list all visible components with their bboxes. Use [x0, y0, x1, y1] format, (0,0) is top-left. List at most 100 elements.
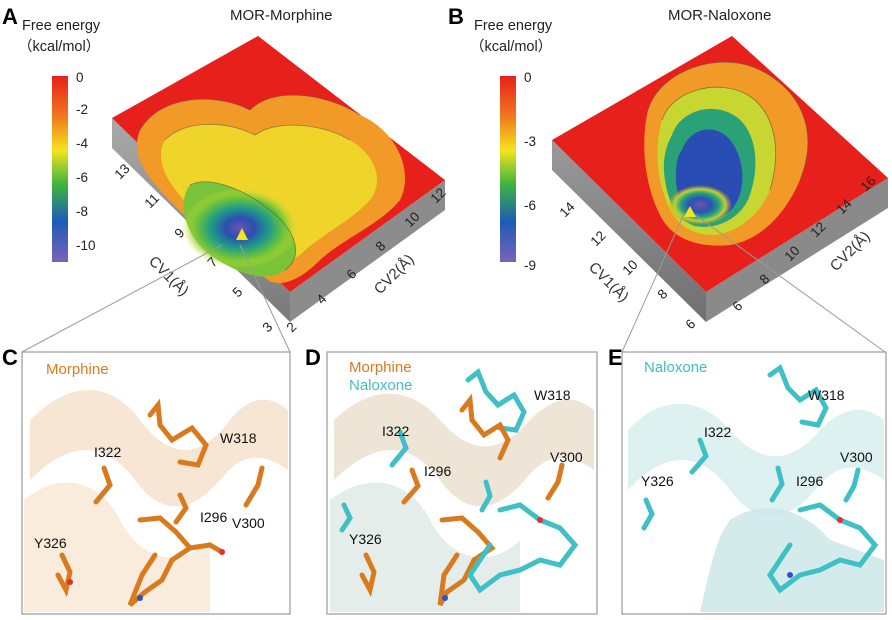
colorbar-a-tick: -8 — [76, 204, 88, 219]
residue-w318-naloxone — [465, 367, 527, 433]
ligand-naloxone-e — [766, 502, 879, 594]
residue-label-v300: V300 — [232, 515, 265, 531]
ligand-label-e: Naloxone — [644, 359, 707, 376]
surface-a-well — [182, 188, 298, 268]
cv1-a-tick: 5 — [230, 284, 246, 300]
residue-i296 — [769, 465, 785, 503]
panel-c: C Morphine W318 I322 I296 V300 Y326 — [2, 345, 291, 615]
residue-label-v300: V300 — [840, 449, 873, 465]
residue-label-y326: Y326 — [34, 535, 67, 551]
colorbar-a — [52, 76, 68, 262]
cv1-b-tick: 12 — [588, 228, 609, 249]
colorbar-b-tick: 0 — [524, 70, 532, 85]
ligand-label-d-morphine: Morphine — [349, 359, 412, 376]
residue-sticks-e — [641, 364, 879, 594]
zoom-connectors — [21, 213, 886, 353]
panel-label-a: A — [2, 4, 18, 29]
residue-label-i296: I296 — [796, 473, 823, 489]
residue-w318 — [147, 398, 209, 468]
panel-label-c: C — [2, 345, 18, 370]
colorbar-b-tick: -9 — [524, 258, 536, 273]
connector-line — [693, 213, 886, 353]
panel-d: D Morphine Naloxone W318 I322 I296 V300 … — [305, 345, 598, 615]
colorbar-a-tick: -4 — [76, 136, 88, 151]
connector-line — [21, 244, 223, 353]
residue-i322 — [93, 465, 113, 505]
residue-v300-morphine — [545, 462, 565, 501]
oxygen-atom — [837, 517, 843, 523]
residue-label-i322: I322 — [382, 423, 409, 439]
residue-label-y326: Y326 — [641, 473, 674, 489]
residue-label-y326: Y326 — [349, 531, 382, 547]
oxygen-atom — [219, 549, 225, 555]
panel-b-title: MOR-Naloxone — [668, 7, 771, 24]
oxygen-atom — [67, 579, 73, 585]
residue-i296-naloxone — [479, 479, 493, 513]
cv2-a-tick: 2 — [284, 319, 300, 335]
panel-label-b: B — [448, 4, 464, 29]
colorbar-b — [500, 76, 516, 262]
residue-y326-morphine — [359, 552, 377, 598]
surface-a-side-right — [290, 180, 445, 322]
ligand-label-c: Morphine — [46, 361, 109, 378]
residue-label-i322: I322 — [94, 444, 121, 460]
contour-line — [661, 86, 776, 191]
panel-b: B MOR-Naloxone Free energy （kcal/mol） 0 … — [448, 4, 888, 332]
colorbar-b-tick: -6 — [524, 198, 536, 213]
connector-line — [621, 213, 685, 353]
panel-e: E Naloxone W318 I322 I296 V300 Y326 — [608, 345, 887, 615]
ligand-morphine-c — [187, 542, 225, 555]
ligand-label-d-naloxone: Naloxone — [349, 377, 412, 394]
residue-label-i296: I296 — [424, 463, 451, 479]
residue-v300 — [243, 465, 265, 508]
cv1-b-tick: 10 — [620, 257, 641, 278]
residue-i322-morphine — [401, 467, 421, 505]
colorbar-a-ticks: 0 -2 -4 -6 -8 -10 — [76, 70, 96, 253]
residue-w318 — [767, 364, 829, 428]
residue-i322-naloxone — [389, 429, 409, 468]
connector-line — [239, 244, 291, 353]
ligand-morphine-c — [127, 515, 194, 607]
surface-b-side-left — [552, 140, 706, 322]
residue-label-v300: V300 — [550, 449, 583, 465]
ligand-morphine-d — [437, 515, 496, 607]
colorbar-a-tick: -10 — [76, 238, 96, 253]
residue-i296 — [173, 492, 189, 525]
colorbar-b-title-line2: （kcal/mol） — [470, 38, 552, 55]
panel-a-title: MOR-Morphine — [230, 7, 333, 24]
colorbar-a-title-line1: Free energy — [22, 18, 101, 34]
colorbar-b-tick: -3 — [524, 134, 536, 149]
cv1-a-label: CV1(Å) — [145, 253, 192, 300]
helix-ribbon — [30, 390, 288, 507]
nitrogen-atom — [787, 572, 793, 578]
minimum-marker-a — [236, 228, 248, 240]
contour-line — [647, 61, 809, 181]
residue-sticks-d — [339, 367, 579, 607]
helix-ribbon — [700, 508, 884, 612]
colorbar-a-tick: -2 — [76, 102, 88, 117]
minimum-marker-b — [684, 206, 696, 217]
colorbar-b-ticks: 0 -3 -6 -9 — [524, 70, 536, 273]
contour-line — [189, 181, 296, 271]
panel-label-e: E — [608, 345, 623, 370]
residue-y326-naloxone — [339, 502, 353, 533]
residue-sticks-c — [55, 398, 265, 607]
cv1-b-tick: 8 — [655, 286, 671, 302]
colorbar-a-tick: 0 — [76, 70, 84, 85]
surface-b-side-right — [706, 178, 888, 322]
nitrogen-atom — [442, 595, 448, 601]
surface-b-well — [668, 185, 732, 225]
colorbar-a-title-line2: （kcal/mol） — [18, 38, 100, 55]
nitrogen-atom — [137, 595, 143, 601]
residue-label-i296: I296 — [200, 509, 227, 525]
residue-label-w318: W318 — [808, 387, 845, 403]
residue-label-i322: I322 — [704, 424, 731, 440]
colorbar-a-tick: -6 — [76, 170, 88, 185]
cv1-a-tick: 3 — [260, 319, 276, 335]
oxygen-atom — [537, 517, 543, 523]
contour-line — [164, 123, 351, 141]
panel-a: A MOR-Morphine Free energy （kcal/mol） 0 … — [2, 4, 449, 335]
contour-line — [139, 94, 361, 131]
colorbar-b-title-line1: Free energy — [474, 18, 553, 34]
residue-w318-morphine — [459, 393, 511, 461]
